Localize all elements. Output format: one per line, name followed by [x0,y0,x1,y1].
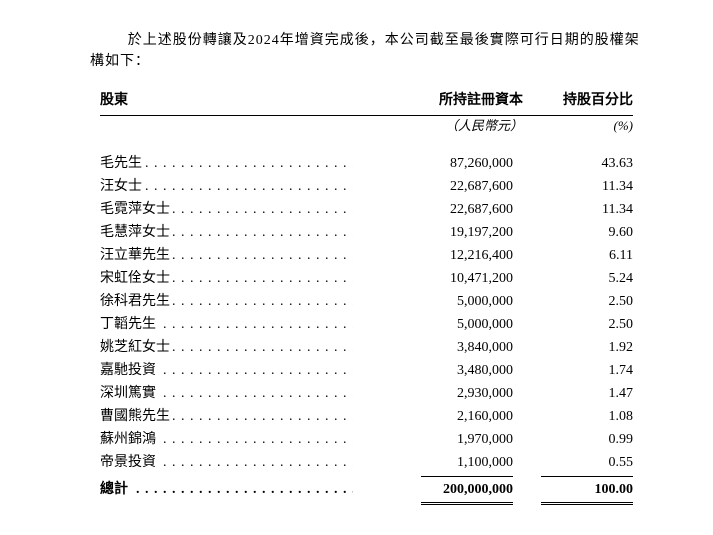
intro-paragraph: 於上述股份轉讓及2024年增資完成後，本公司截至最後實際可行日期的股權架構如下： [90,30,643,72]
shareholder-name: 帝景投資 [100,455,158,470]
leader-dots: . . . . . . . . . . . . . . . . . . . . … [100,479,353,500]
shareholder-name: 蘇州錦鴻 [100,432,158,447]
table-row: 曹國熊先生. . . . . . . . . . . . . . . . . .… [100,405,633,428]
shareholder-name-cell: 曹國熊先生. . . . . . . . . . . . . . . . . .… [100,406,353,427]
capital-cell: 5,000,000 [353,314,513,335]
shareholder-name-cell: 毛慧萍女士. . . . . . . . . . . . . . . . . .… [100,222,353,243]
table-row: 徐科君先生. . . . . . . . . . . . . . . . . .… [100,290,633,313]
shareholder-name: 毛霓萍女士 [100,202,172,217]
capital-cell: 5,000,000 [353,291,513,312]
table-row: 毛慧萍女士. . . . . . . . . . . . . . . . . .… [100,221,633,244]
table-row: 毛先生. . . . . . . . . . . . . . . . . . .… [100,152,633,175]
shareholder-name-cell: 嘉馳投資. . . . . . . . . . . . . . . . . . … [100,360,353,381]
capital-cell: 2,160,000 [353,406,513,427]
percent-cell: 5.24 [513,268,633,289]
shareholder-name: 汪女士 [100,179,144,194]
shareholder-name: 宋虹佺女士 [100,271,172,286]
shareholder-name: 曹國熊先生 [100,409,172,424]
percent-cell: 9.60 [513,222,633,243]
table-row: 帝景投資. . . . . . . . . . . . . . . . . . … [100,451,633,474]
percent-cell: 1.74 [513,360,633,381]
table-row: 蘇州錦鴻. . . . . . . . . . . . . . . . . . … [100,428,633,451]
gap [100,140,633,152]
percent-cell: 0.99 [513,429,633,450]
total-label-cell: 總計 . . . . . . . . . . . . . . . . . . .… [100,479,353,500]
capital-cell: 1,100,000 [353,452,513,473]
shareholder-name: 姚芝紅女士 [100,340,172,355]
shareholder-name: 毛慧萍女士 [100,225,172,240]
capital-cell: 10,471,200 [353,268,513,289]
table-row: 汪立華先生. . . . . . . . . . . . . . . . . .… [100,244,633,267]
shareholder-name-cell: 汪立華先生. . . . . . . . . . . . . . . . . .… [100,245,353,266]
shareholder-name-cell: 汪女士. . . . . . . . . . . . . . . . . . .… [100,176,353,197]
shareholder-name-cell: 宋虹佺女士. . . . . . . . . . . . . . . . . .… [100,268,353,289]
subheader-capital-unit: （人民幣元） [373,116,523,136]
shareholder-name-cell: 帝景投資. . . . . . . . . . . . . . . . . . … [100,452,353,473]
shareholder-name-cell: 毛霓萍女士. . . . . . . . . . . . . . . . . .… [100,199,353,220]
capital-cell: 19,197,200 [353,222,513,243]
header-percent: 持股百分比 [523,90,633,111]
percent-cell: 2.50 [513,314,633,335]
capital-cell: 2,930,000 [353,383,513,404]
shareholder-name: 嘉馳投資 [100,363,158,378]
total-label: 總計 [100,482,130,497]
capital-cell: 1,970,000 [353,429,513,450]
percent-cell: 6.11 [513,245,633,266]
percent-cell: 1.47 [513,383,633,404]
shareholder-name-cell: 姚芝紅女士. . . . . . . . . . . . . . . . . .… [100,337,353,358]
shareholder-name: 徐科君先生 [100,294,172,309]
shareholder-name: 毛先生 [100,156,144,171]
shareholder-name: 深圳篤實 [100,386,158,401]
table-row: 丁韜先生. . . . . . . . . . . . . . . . . . … [100,313,633,336]
shareholder-name: 汪立華先生 [100,248,172,263]
total-percent: 100.00 [513,476,633,505]
table-row: 姚芝紅女士. . . . . . . . . . . . . . . . . .… [100,336,633,359]
shareholder-name-cell: 徐科君先生. . . . . . . . . . . . . . . . . .… [100,291,353,312]
header-capital: 所持註冊資本 [373,90,523,111]
percent-cell: 0.55 [513,452,633,473]
percent-cell: 1.92 [513,337,633,358]
shareholder-name-cell: 毛先生. . . . . . . . . . . . . . . . . . .… [100,153,353,174]
table-subheader-row: （人民幣元） (%) [100,116,633,140]
shareholder-name-cell: 蘇州錦鴻. . . . . . . . . . . . . . . . . . … [100,429,353,450]
table-total-row: 總計 . . . . . . . . . . . . . . . . . . .… [100,476,633,505]
capital-cell: 12,216,400 [353,245,513,266]
percent-cell: 11.34 [513,199,633,220]
shareholder-name-cell: 深圳篤實. . . . . . . . . . . . . . . . . . … [100,383,353,404]
capital-cell: 22,687,600 [353,199,513,220]
shareholder-table: 股東 所持註冊資本 持股百分比 （人民幣元） (%) 毛先生. . . . . … [100,90,633,505]
table-row: 汪女士. . . . . . . . . . . . . . . . . . .… [100,175,633,198]
capital-cell: 87,260,000 [353,153,513,174]
table-header-row: 股東 所持註冊資本 持股百分比 [100,90,633,116]
table-row: 深圳篤實. . . . . . . . . . . . . . . . . . … [100,382,633,405]
capital-cell: 22,687,600 [353,176,513,197]
header-shareholder: 股東 [100,90,373,111]
percent-cell: 43.63 [513,153,633,174]
capital-cell: 3,480,000 [353,360,513,381]
shareholder-name: 丁韜先生 [100,317,158,332]
table-row: 嘉馳投資. . . . . . . . . . . . . . . . . . … [100,359,633,382]
subheader-blank [100,116,373,136]
subheader-percent-unit: (%) [523,116,633,136]
capital-cell: 3,840,000 [353,337,513,358]
table-row: 毛霓萍女士. . . . . . . . . . . . . . . . . .… [100,198,633,221]
shareholder-name-cell: 丁韜先生. . . . . . . . . . . . . . . . . . … [100,314,353,335]
table-row: 宋虹佺女士. . . . . . . . . . . . . . . . . .… [100,267,633,290]
percent-cell: 2.50 [513,291,633,312]
percent-cell: 11.34 [513,176,633,197]
total-capital: 200,000,000 [353,476,513,505]
percent-cell: 1.08 [513,406,633,427]
